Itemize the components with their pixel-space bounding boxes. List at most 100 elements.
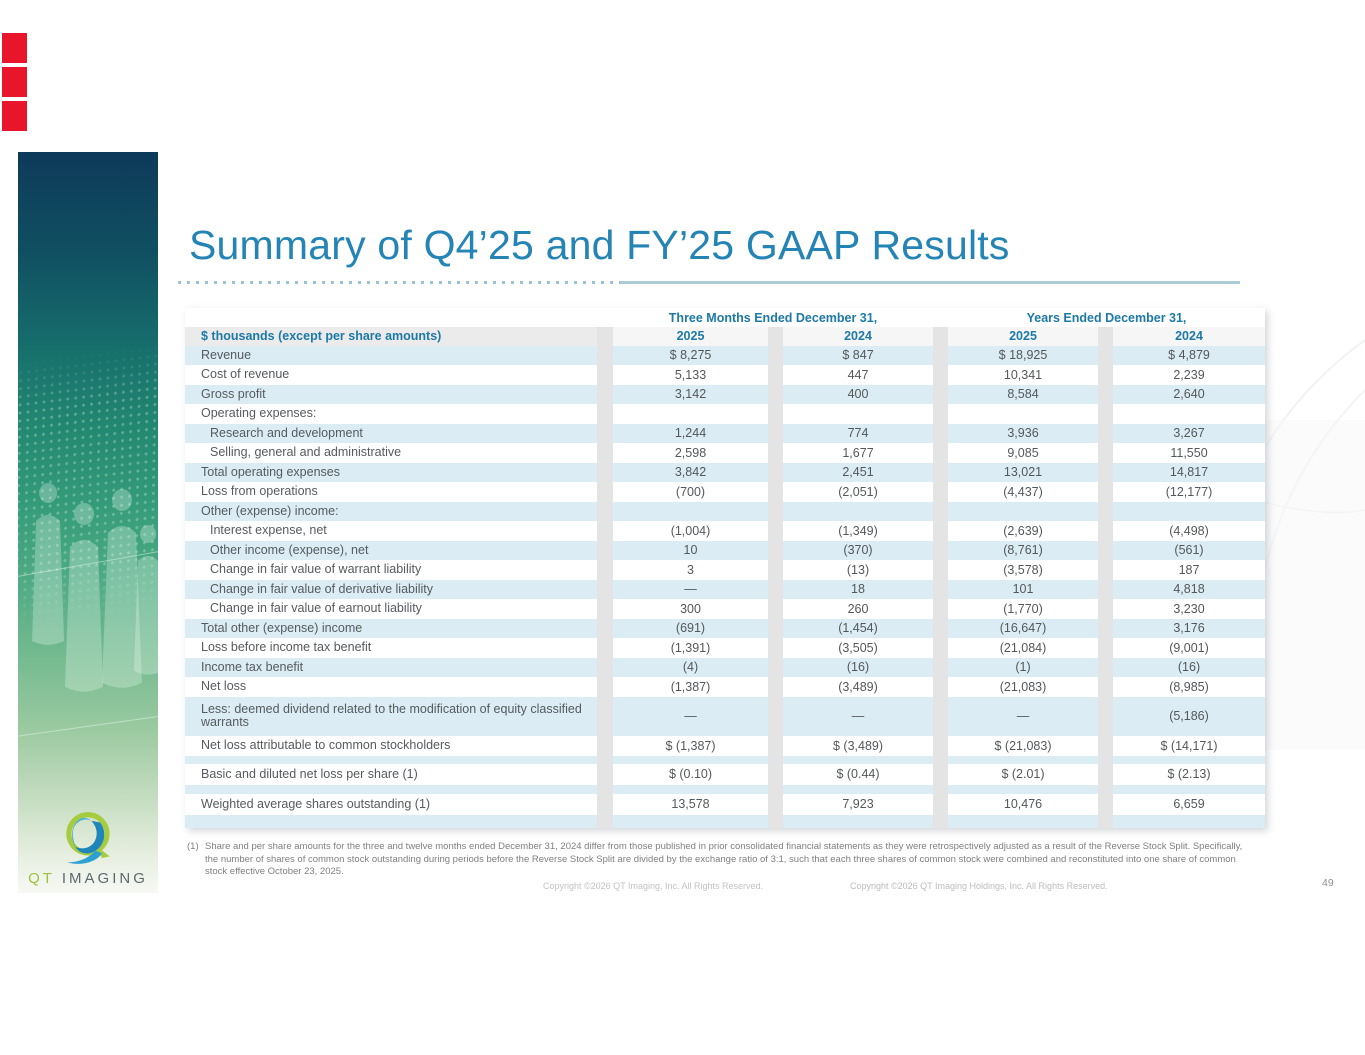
qt-logo-q-icon	[66, 812, 110, 864]
column-separator	[1098, 365, 1113, 385]
year-header: 2025	[948, 327, 1098, 346]
column-separator	[597, 384, 613, 404]
column-separator	[768, 462, 783, 482]
row-value: (8,985)	[1169, 679, 1209, 694]
row-value	[783, 756, 933, 764]
row-label: Other (expense) income:	[201, 503, 339, 518]
row-value	[1113, 785, 1265, 794]
column-separator	[768, 365, 783, 385]
table-row: Revenue $ 8,275 $ 847 $ 18,925 $ 4,879	[185, 345, 1265, 365]
column-separator	[597, 423, 613, 443]
column-separator	[933, 763, 948, 785]
row-value: (3,505)	[838, 640, 878, 655]
column-separator	[1098, 815, 1113, 828]
row-value	[783, 502, 933, 522]
row-value: —	[1016, 709, 1030, 723]
row-value: 7,923	[842, 797, 874, 812]
table-row: Total operating expenses 3,842 2,451 13,021…	[185, 462, 1265, 482]
column-separator	[933, 345, 948, 365]
row-value: 447	[847, 367, 869, 382]
column-separator	[768, 423, 783, 443]
column-separator	[768, 345, 783, 365]
row-value: 5,133	[674, 367, 707, 382]
row-label: Cost of revenue	[201, 367, 290, 381]
column-separator	[1098, 793, 1113, 815]
column-separator	[933, 404, 948, 424]
column-separator	[1098, 540, 1113, 560]
column-separator	[933, 482, 948, 502]
year-header: 2024	[783, 327, 933, 346]
column-separator	[1098, 657, 1113, 677]
column-separator	[933, 657, 948, 677]
table-row: Net loss (1,387) (3,489) (21,083) (8,985)	[185, 677, 1265, 697]
column-separator	[768, 657, 783, 677]
row-value: 187	[1178, 562, 1200, 577]
row-value: (1,391)	[670, 640, 711, 655]
row-label: Loss before income tax benefit	[201, 640, 372, 654]
row-value: (561)	[1174, 543, 1204, 558]
column-separator	[933, 677, 948, 697]
row-value: 1,677	[842, 445, 874, 460]
column-separator	[597, 599, 613, 619]
column-separator	[1098, 423, 1113, 443]
column-separator	[597, 638, 613, 658]
column-separator	[597, 462, 613, 482]
column-separator	[768, 501, 783, 521]
column-separator	[933, 696, 948, 736]
column-separator	[597, 793, 613, 815]
column-separator	[768, 560, 783, 580]
row-value: 3,936	[1007, 426, 1039, 441]
table-row: Basic and diluted net loss per share (1)…	[185, 763, 1265, 785]
table-row: Change in fair value of earnout liabilit…	[185, 599, 1265, 619]
gaap-results-table: Three Months Ended December 31, Years En…	[185, 308, 1265, 828]
row-value: 6,659	[1173, 797, 1205, 812]
row-value	[613, 756, 768, 764]
column-separator	[768, 384, 783, 404]
row-value: $ 4,879	[1168, 348, 1210, 363]
logo-text-qt: QT	[28, 870, 55, 887]
column-separator	[933, 521, 948, 541]
column-separator	[933, 638, 948, 658]
row-label: Research and development	[210, 425, 363, 440]
row-value: (2,051)	[838, 484, 878, 499]
row-value: $ (1,387)	[665, 738, 716, 753]
column-separator	[597, 815, 613, 828]
column-separator	[597, 327, 613, 346]
row-label	[185, 785, 597, 794]
row-label: Basic and diluted net loss per share (1)	[201, 766, 418, 781]
table-spacer-row	[185, 785, 1265, 794]
column-separator	[1098, 462, 1113, 482]
column-separator	[1098, 384, 1113, 404]
column-separator	[1098, 560, 1113, 580]
column-separator	[597, 657, 613, 677]
column-separator	[933, 793, 948, 815]
row-value: —	[684, 582, 697, 597]
row-value: (3,489)	[838, 679, 878, 694]
column-separator	[1098, 579, 1113, 599]
fin-table-body: Revenue $ 8,275 $ 847 $ 18,925 $ 4,879 Cost o…	[185, 345, 1265, 828]
column-separator	[768, 638, 783, 658]
row-value: 3,230	[1173, 601, 1205, 616]
footnote: (1) Share and per share amounts for the …	[187, 841, 1245, 879]
qt-imaging-logo: QT IMAGING	[18, 810, 158, 887]
row-value: 2,640	[1173, 387, 1205, 402]
table-group-header-row: Three Months Ended December 31, Years En…	[185, 308, 1265, 327]
column-separator	[933, 365, 948, 385]
table-row: Selling, general and administrative 2,598…	[185, 443, 1265, 463]
row-value	[783, 785, 933, 794]
row-value: (13)	[846, 562, 870, 577]
row-label: Net loss	[201, 679, 247, 693]
row-label: Weighted average shares outstanding (1)	[201, 796, 431, 811]
row-value: (16)	[1177, 660, 1201, 675]
column-separator	[768, 618, 783, 638]
row-value: $ 847	[842, 348, 874, 363]
row-label	[185, 815, 597, 828]
row-value: 11,550	[1170, 445, 1208, 460]
column-separator	[597, 501, 613, 521]
copyright-right: Copyright ©2026 QT Imaging Holdings, Inc…	[850, 881, 1108, 891]
row-label	[185, 756, 597, 764]
row-value	[1113, 815, 1265, 828]
row-label: Other income (expense), net	[210, 542, 369, 557]
row-value: $ (0.44)	[836, 767, 880, 782]
column-separator	[768, 785, 783, 794]
